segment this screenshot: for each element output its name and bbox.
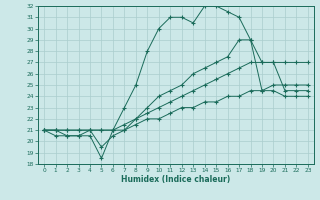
X-axis label: Humidex (Indice chaleur): Humidex (Indice chaleur)	[121, 175, 231, 184]
